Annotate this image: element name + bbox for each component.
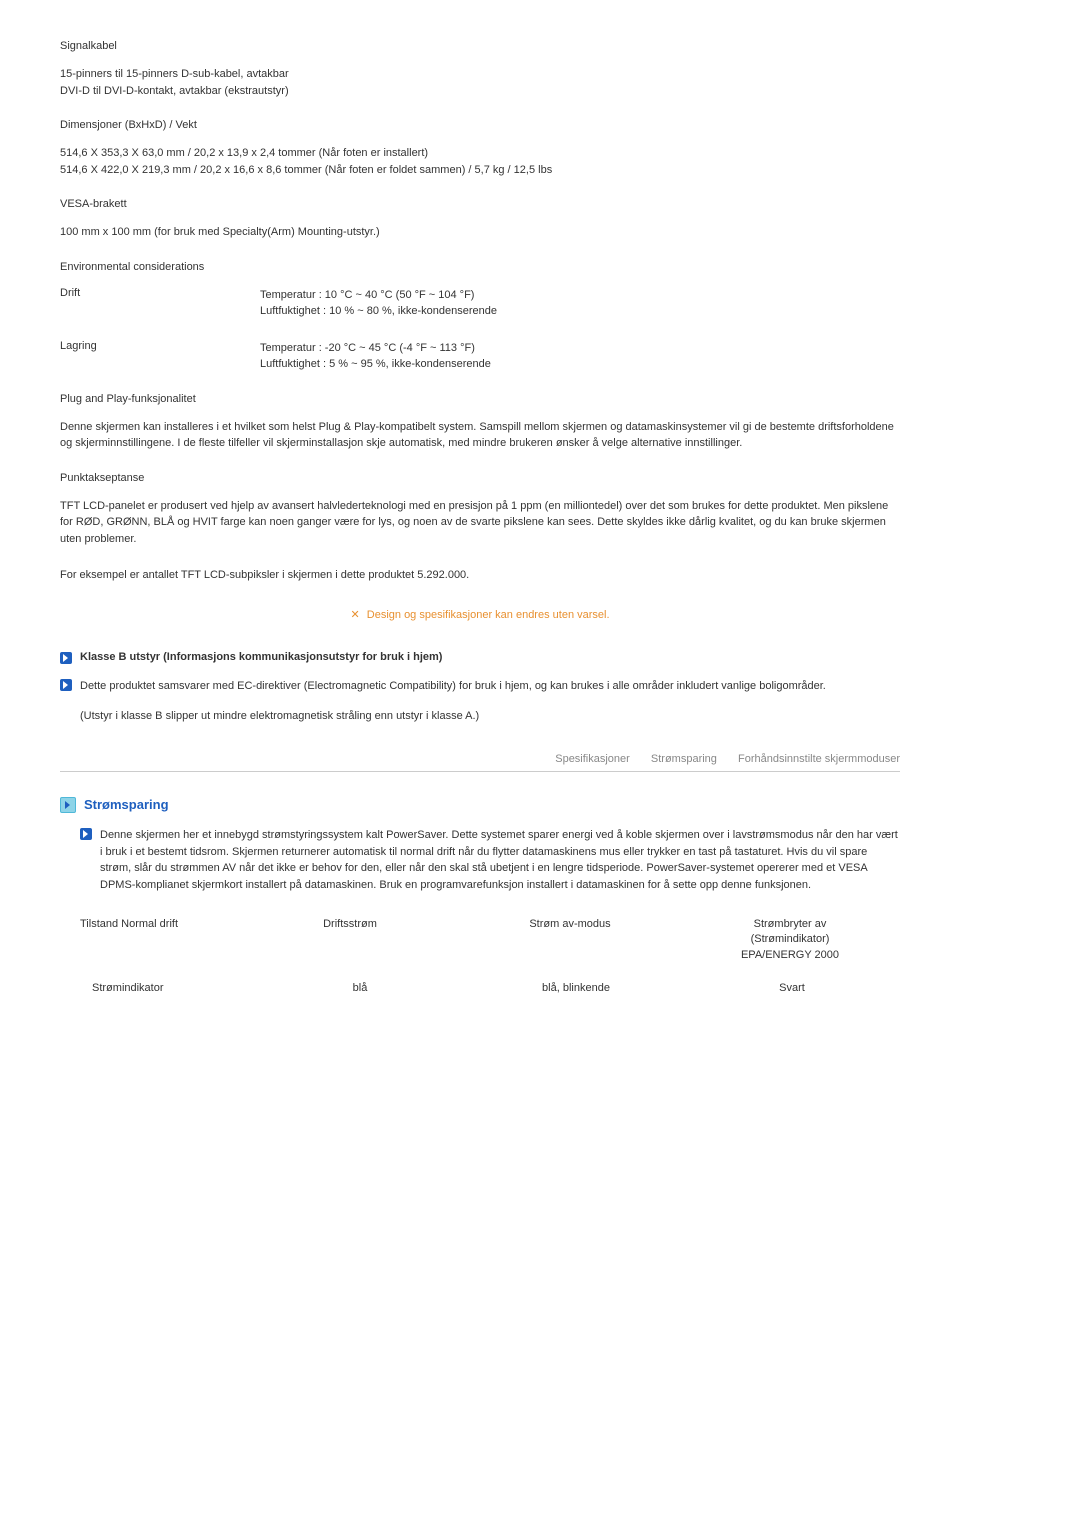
env-drift-l2: Luftfuktighet : 10 % ~ 80 %, ikke-konden…: [260, 305, 497, 317]
arrow-icon: [80, 828, 92, 840]
power-heading: Strømsparing: [84, 797, 169, 813]
cyan-arrow-icon: [60, 797, 76, 813]
th-driftsstrom: Driftsstrøm: [240, 917, 460, 963]
env-lagring-l2: Luftfuktighet : 5 % ~ 95 %, ikke-kondens…: [260, 358, 491, 370]
klasse-b-title-row: Klasse B utstyr (Informasjons kommunikas…: [60, 651, 900, 664]
x-icon: ✕: [350, 609, 359, 621]
env-lagring-l1: Temperatur : -20 °C ~ 45 °C (-4 °F ~ 113…: [260, 342, 475, 354]
klasse-b-p1-row: Dette produktet samsvarer med EC-direkti…: [60, 678, 900, 725]
design-note: ✕ Design og spesifikasjoner kan endres u…: [60, 608, 900, 621]
env-key-drift: Drift: [60, 287, 260, 320]
power-heading-row: Strømsparing: [60, 797, 900, 813]
tabs-divider: [60, 771, 900, 772]
signal-label: Signalkabel: [60, 40, 900, 52]
env-key-lagring: Lagring: [60, 340, 260, 373]
power-text-row: Denne skjermen her et innebygd strømstyr…: [80, 827, 900, 893]
env-row-lagring: Lagring Temperatur : -20 °C ~ 45 °C (-4 …: [60, 340, 900, 373]
dimensions-label: Dimensjoner (BxHxD) / Vekt: [60, 119, 900, 131]
signal-line-1: 15-pinners til 15-pinners D-sub-kabel, a…: [60, 68, 289, 80]
env-row-drift: Drift Temperatur : 10 °C ~ 40 °C (50 °F …: [60, 287, 900, 320]
env-drift-l1: Temperatur : 10 °C ~ 40 °C (50 °F ~ 104 …: [260, 289, 474, 301]
vesa-text: 100 mm x 100 mm (for bruk med Specialty(…: [60, 224, 900, 241]
tab-forhand[interactable]: Forhåndsinnstilte skjermmoduser: [738, 753, 900, 765]
arrow-icon: [60, 652, 72, 664]
signal-lines: 15-pinners til 15-pinners D-sub-kabel, a…: [60, 66, 900, 99]
th-tilstand: Tilstand Normal drift: [80, 917, 240, 963]
dimensions-line-1: 514,6 X 353,3 X 63,0 mm / 20,2 x 13,9 x …: [60, 147, 428, 159]
power-text: Denne skjermen her et innebygd strømstyr…: [100, 827, 900, 893]
td-svart: Svart: [684, 981, 900, 996]
punkt-label: Punktakseptanse: [60, 472, 900, 484]
th-h4b: (Strømindikator): [751, 933, 830, 945]
dimensions-line-2: 514,6 X 422,0 X 219,3 mm / 20,2 x 16,6 x…: [60, 164, 552, 176]
signal-line-2: DVI-D til DVI-D-kontakt, avtakbar (ekstr…: [60, 85, 289, 97]
power-table-header: Tilstand Normal drift Driftsstrøm Strøm …: [80, 917, 900, 963]
klasse-b-title: Klasse B utstyr (Informasjons kommunikas…: [80, 651, 442, 664]
th-strom-av: Strøm av-modus: [460, 917, 680, 963]
vesa-label: VESA-brakett: [60, 198, 900, 210]
punkt-p2: For eksempel er antallet TFT LCD-subpiks…: [60, 567, 900, 584]
th-h4a: Strømbryter av: [754, 918, 827, 930]
env-label: Environmental considerations: [60, 261, 900, 273]
klasse-b-p1: Dette produktet samsvarer med EC-direkti…: [80, 680, 826, 692]
dimensions-lines: 514,6 X 353,3 X 63,0 mm / 20,2 x 13,9 x …: [60, 145, 900, 178]
td-bla-blinkende: blå, blinkende: [468, 981, 684, 996]
env-val-lagring: Temperatur : -20 °C ~ 45 °C (-4 °F ~ 113…: [260, 340, 900, 373]
tab-spesifikasjoner[interactable]: Spesifikasjoner: [555, 753, 630, 765]
td-stromindikator: Strømindikator: [80, 981, 252, 996]
plug-text: Denne skjermen kan installeres i et hvil…: [60, 419, 900, 452]
klasse-b-p2: (Utstyr i klasse B slipper ut mindre ele…: [80, 710, 479, 722]
th-strombryter: Strømbryter av (Strømindikator) EPA/ENER…: [680, 917, 900, 963]
klasse-b-content: Dette produktet samsvarer med EC-direkti…: [80, 678, 826, 725]
th-h4c: EPA/ENERGY 2000: [741, 949, 839, 961]
power-table-row1: Strømindikator blå blå, blinkende Svart: [80, 981, 900, 996]
env-val-drift: Temperatur : 10 °C ~ 40 °C (50 °F ~ 104 …: [260, 287, 900, 320]
design-note-text: Design og spesifikasjoner kan endres ute…: [367, 609, 610, 621]
arrow-icon: [60, 679, 72, 691]
td-bla: blå: [252, 981, 468, 996]
tab-stromsparing[interactable]: Strømsparing: [651, 753, 717, 765]
punkt-p1: TFT LCD-panelet er produsert ved hjelp a…: [60, 498, 900, 548]
tabs-row: Spesifikasjoner Strømsparing Forhåndsinn…: [60, 753, 900, 772]
plug-label: Plug and Play-funksjonalitet: [60, 393, 900, 405]
